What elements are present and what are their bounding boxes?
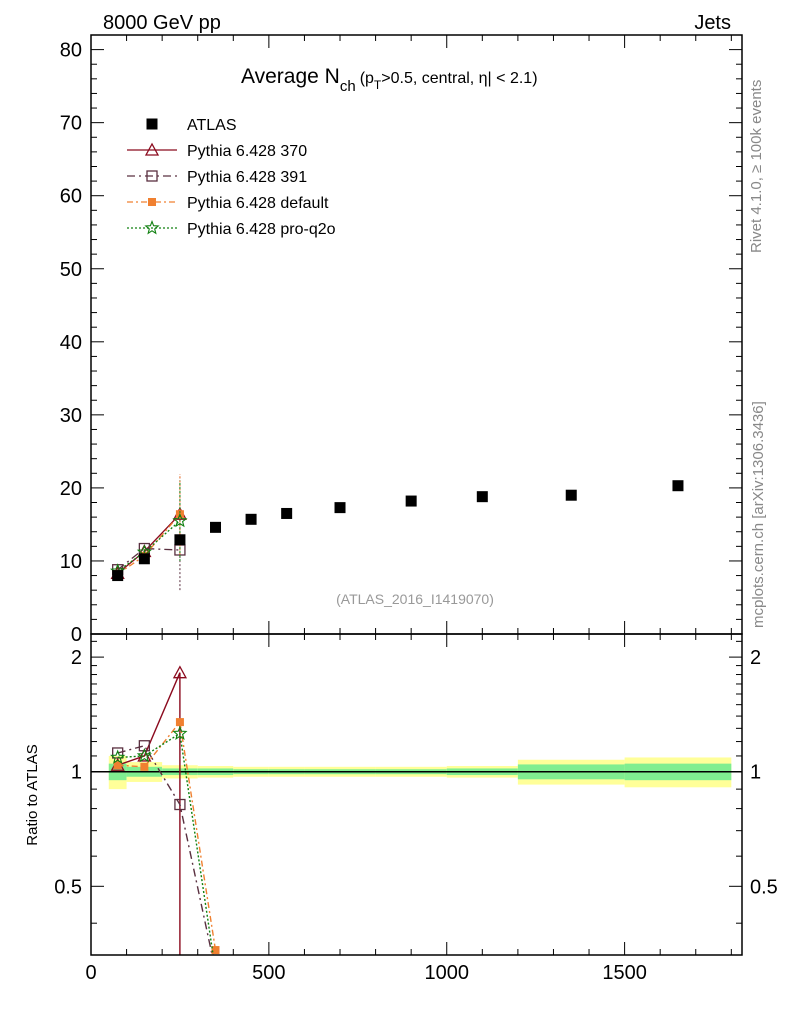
legend-marker (146, 118, 158, 130)
main-ytick-label: 30 (60, 405, 82, 427)
main-ytick-label: 20 (60, 478, 82, 500)
main-point (281, 507, 293, 519)
xtick-label: 0 (85, 962, 96, 984)
rivet-label: Rivet 4.1.0, ≥ 100k events (748, 80, 765, 253)
main-point (565, 489, 577, 501)
main-ytick-label: 0 (71, 624, 82, 646)
ratio-ytick-label: 2 (71, 647, 82, 669)
title-tail2: >0.5, central, η| < 2.1) (381, 70, 537, 87)
ratio-plot-panel: 0.5 0.5 1 1 2 2 0 500 1000 1500 Ratio to ATLAS (24, 633, 778, 984)
ratio-series-line (117, 672, 181, 955)
ratio-series-line (117, 744, 213, 955)
ratio-point (136, 747, 152, 763)
main-point (210, 521, 222, 533)
ratio-plot-frame (90, 633, 743, 956)
main-ytick-label: 10 (60, 551, 82, 573)
xtick-label: 500 (252, 962, 285, 984)
header-right: Jets (694, 12, 731, 34)
ratio-point (172, 725, 188, 741)
main-ytick-label: 40 (60, 332, 82, 354)
main-point (245, 513, 257, 525)
ratio-data-marks (110, 665, 220, 955)
main-point (174, 534, 186, 546)
main-point (334, 502, 346, 514)
ratio-point (172, 665, 188, 679)
legend-label: Pythia 6.428 pro-q2o (187, 221, 336, 238)
legend-label: Pythia 6.428 370 (187, 143, 307, 160)
main-data-marks (110, 474, 684, 591)
ratio-point (110, 749, 126, 764)
ratio-series-line (117, 732, 214, 955)
ratio-point (112, 747, 124, 759)
main-point (672, 480, 684, 492)
title-sub: ch (340, 78, 356, 95)
main-point (138, 553, 150, 565)
main-title: Average Nch (pT>0.5, central, η| < 2.1) (241, 65, 538, 95)
main-axis-ticks: 0 10 20 30 40 50 60 70 80 (60, 34, 742, 646)
main-point (476, 491, 488, 503)
legend-label: Pythia 6.428 default (187, 195, 329, 212)
title-main: Average N (241, 65, 340, 88)
main-point (405, 495, 417, 507)
ratio-ytick-label: 0.5 (54, 876, 82, 898)
ratio-point (113, 761, 122, 770)
legend-marker (144, 219, 160, 235)
xtick-label: 1500 (602, 962, 647, 984)
legend-marker (144, 142, 160, 156)
ratio-y-axis-label: Ratio to ATLAS (24, 744, 41, 845)
legend-marker (148, 198, 156, 206)
main-ytick-label: 50 (60, 259, 82, 281)
main-ytick-label: 80 (60, 40, 82, 62)
main-point (172, 512, 188, 528)
legend-label: ATLAS (187, 117, 237, 134)
xtick-label: 1000 (424, 962, 469, 984)
main-ytick-label: 60 (60, 186, 82, 208)
main-series-line (117, 547, 180, 571)
ratio-series-line (117, 720, 217, 951)
ratio-ytick-label-right: 2 (750, 647, 761, 669)
ratio-point (175, 718, 184, 727)
main-series-line (117, 520, 181, 572)
legend-marker (146, 170, 158, 182)
ratio-point (211, 946, 220, 955)
ratio-axis-ticks: 0.5 0.5 1 1 2 2 0 500 1000 1500 (54, 634, 778, 984)
ratio-ytick-label-right: 1 (750, 762, 761, 784)
analysis-watermark: (ATLAS_2016_I1419070) (336, 591, 494, 607)
ratio-point (140, 762, 149, 771)
title-tail: (p (360, 70, 374, 87)
title-tail-sub: T (374, 78, 382, 92)
main-plot-panel: 0 10 20 30 40 50 60 70 80 Average Nch (pT>0.5, ce… (60, 34, 743, 646)
main-ytick-label: 70 (60, 113, 82, 135)
legend-label: Pythia 6.428 391 (187, 169, 307, 186)
mcplots-label: mcplots.cern.ch [arXiv:1306.3436] (750, 401, 767, 628)
main-point (112, 570, 124, 582)
ratio-point (137, 748, 152, 762)
ratio-point (174, 798, 186, 811)
legend: ATLAS Pythia 6.428 370 Pythia 6.428 391 Pyt… (127, 117, 336, 238)
ratio-uncertainty-bands (91, 755, 742, 790)
header-left: 8000 GeV pp (103, 12, 221, 34)
ratio-ytick-label-right: 0.5 (750, 876, 778, 898)
ratio-ytick-label: 1 (71, 762, 82, 784)
